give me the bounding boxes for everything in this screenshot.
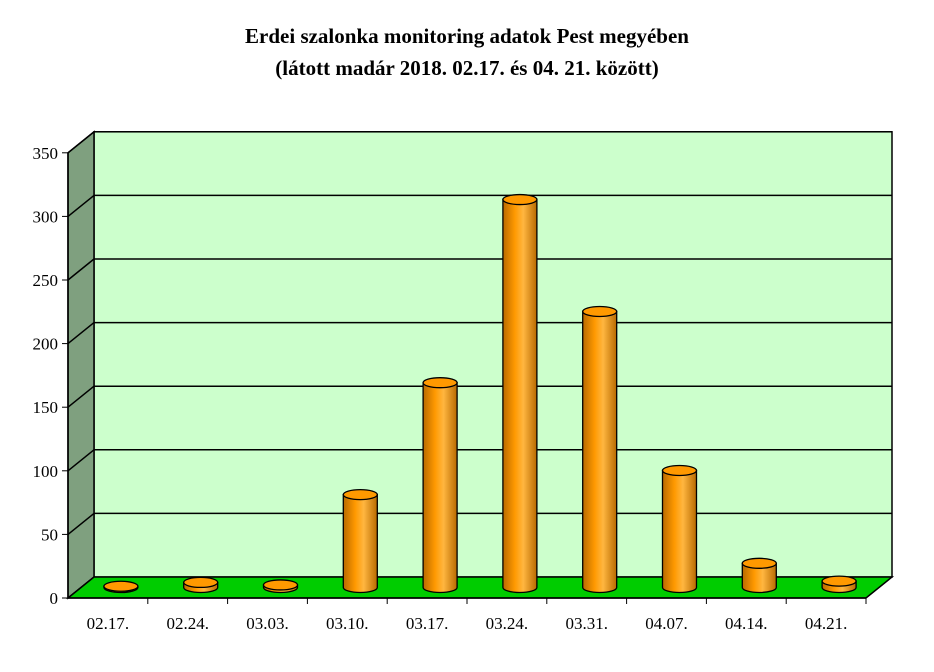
- bar: [422, 382, 458, 594]
- gridline-side: [67, 449, 95, 472]
- y-tick-label: 200: [33, 335, 59, 354]
- x-tick-label: 03.10.: [326, 614, 369, 633]
- gridline-side: [67, 385, 95, 408]
- y-tick-label: 50: [41, 525, 58, 544]
- bar: [741, 562, 777, 594]
- y-tick-label: 300: [33, 207, 59, 226]
- y-tick-label: 150: [33, 398, 59, 417]
- bar-top: [821, 575, 857, 587]
- x-tick-label: 04.07.: [645, 614, 688, 633]
- chart-title: Erdei szalonka monitoring adatok Pest me…: [245, 24, 689, 48]
- x-tick-label: 03.31.: [565, 614, 608, 633]
- bar-top: [342, 488, 378, 501]
- bar: [502, 198, 538, 594]
- x-tick-label: 03.03.: [246, 614, 289, 633]
- bar: [661, 469, 698, 594]
- x-tick-label: 02.24.: [166, 614, 209, 633]
- bar-top: [422, 377, 458, 389]
- bar: [582, 310, 618, 594]
- y-tick-label: 100: [33, 462, 59, 481]
- y-tick-label: 0: [50, 589, 59, 608]
- bar-top: [502, 193, 538, 206]
- x-tick-label: 03.17.: [406, 614, 449, 633]
- y-tick-label: 250: [33, 271, 59, 290]
- x-tick-label: 03.24.: [486, 614, 529, 633]
- bar-top: [741, 557, 777, 569]
- back-wall: [93, 131, 893, 578]
- gridline-side: [67, 512, 95, 535]
- bar-top: [103, 580, 139, 592]
- y-tick-label: 350: [33, 144, 59, 163]
- bar-top: [262, 579, 299, 591]
- x-tick-label: 04.14.: [725, 614, 768, 633]
- bar-top: [661, 464, 698, 477]
- chart-subtitle: (látott madár 2018. 02.17. és 04. 21. kö…: [275, 56, 659, 80]
- x-tick-label: 04.21.: [805, 614, 848, 633]
- x-tick-label: 02.17.: [87, 614, 130, 633]
- gridline-side: [67, 131, 95, 154]
- bar-top: [582, 305, 618, 318]
- bar: [342, 493, 378, 594]
- gridline-side: [67, 322, 95, 345]
- side-wall: [67, 130, 95, 600]
- gridline-side: [67, 258, 95, 281]
- bar-top: [183, 576, 219, 589]
- gridline-side: [67, 194, 95, 217]
